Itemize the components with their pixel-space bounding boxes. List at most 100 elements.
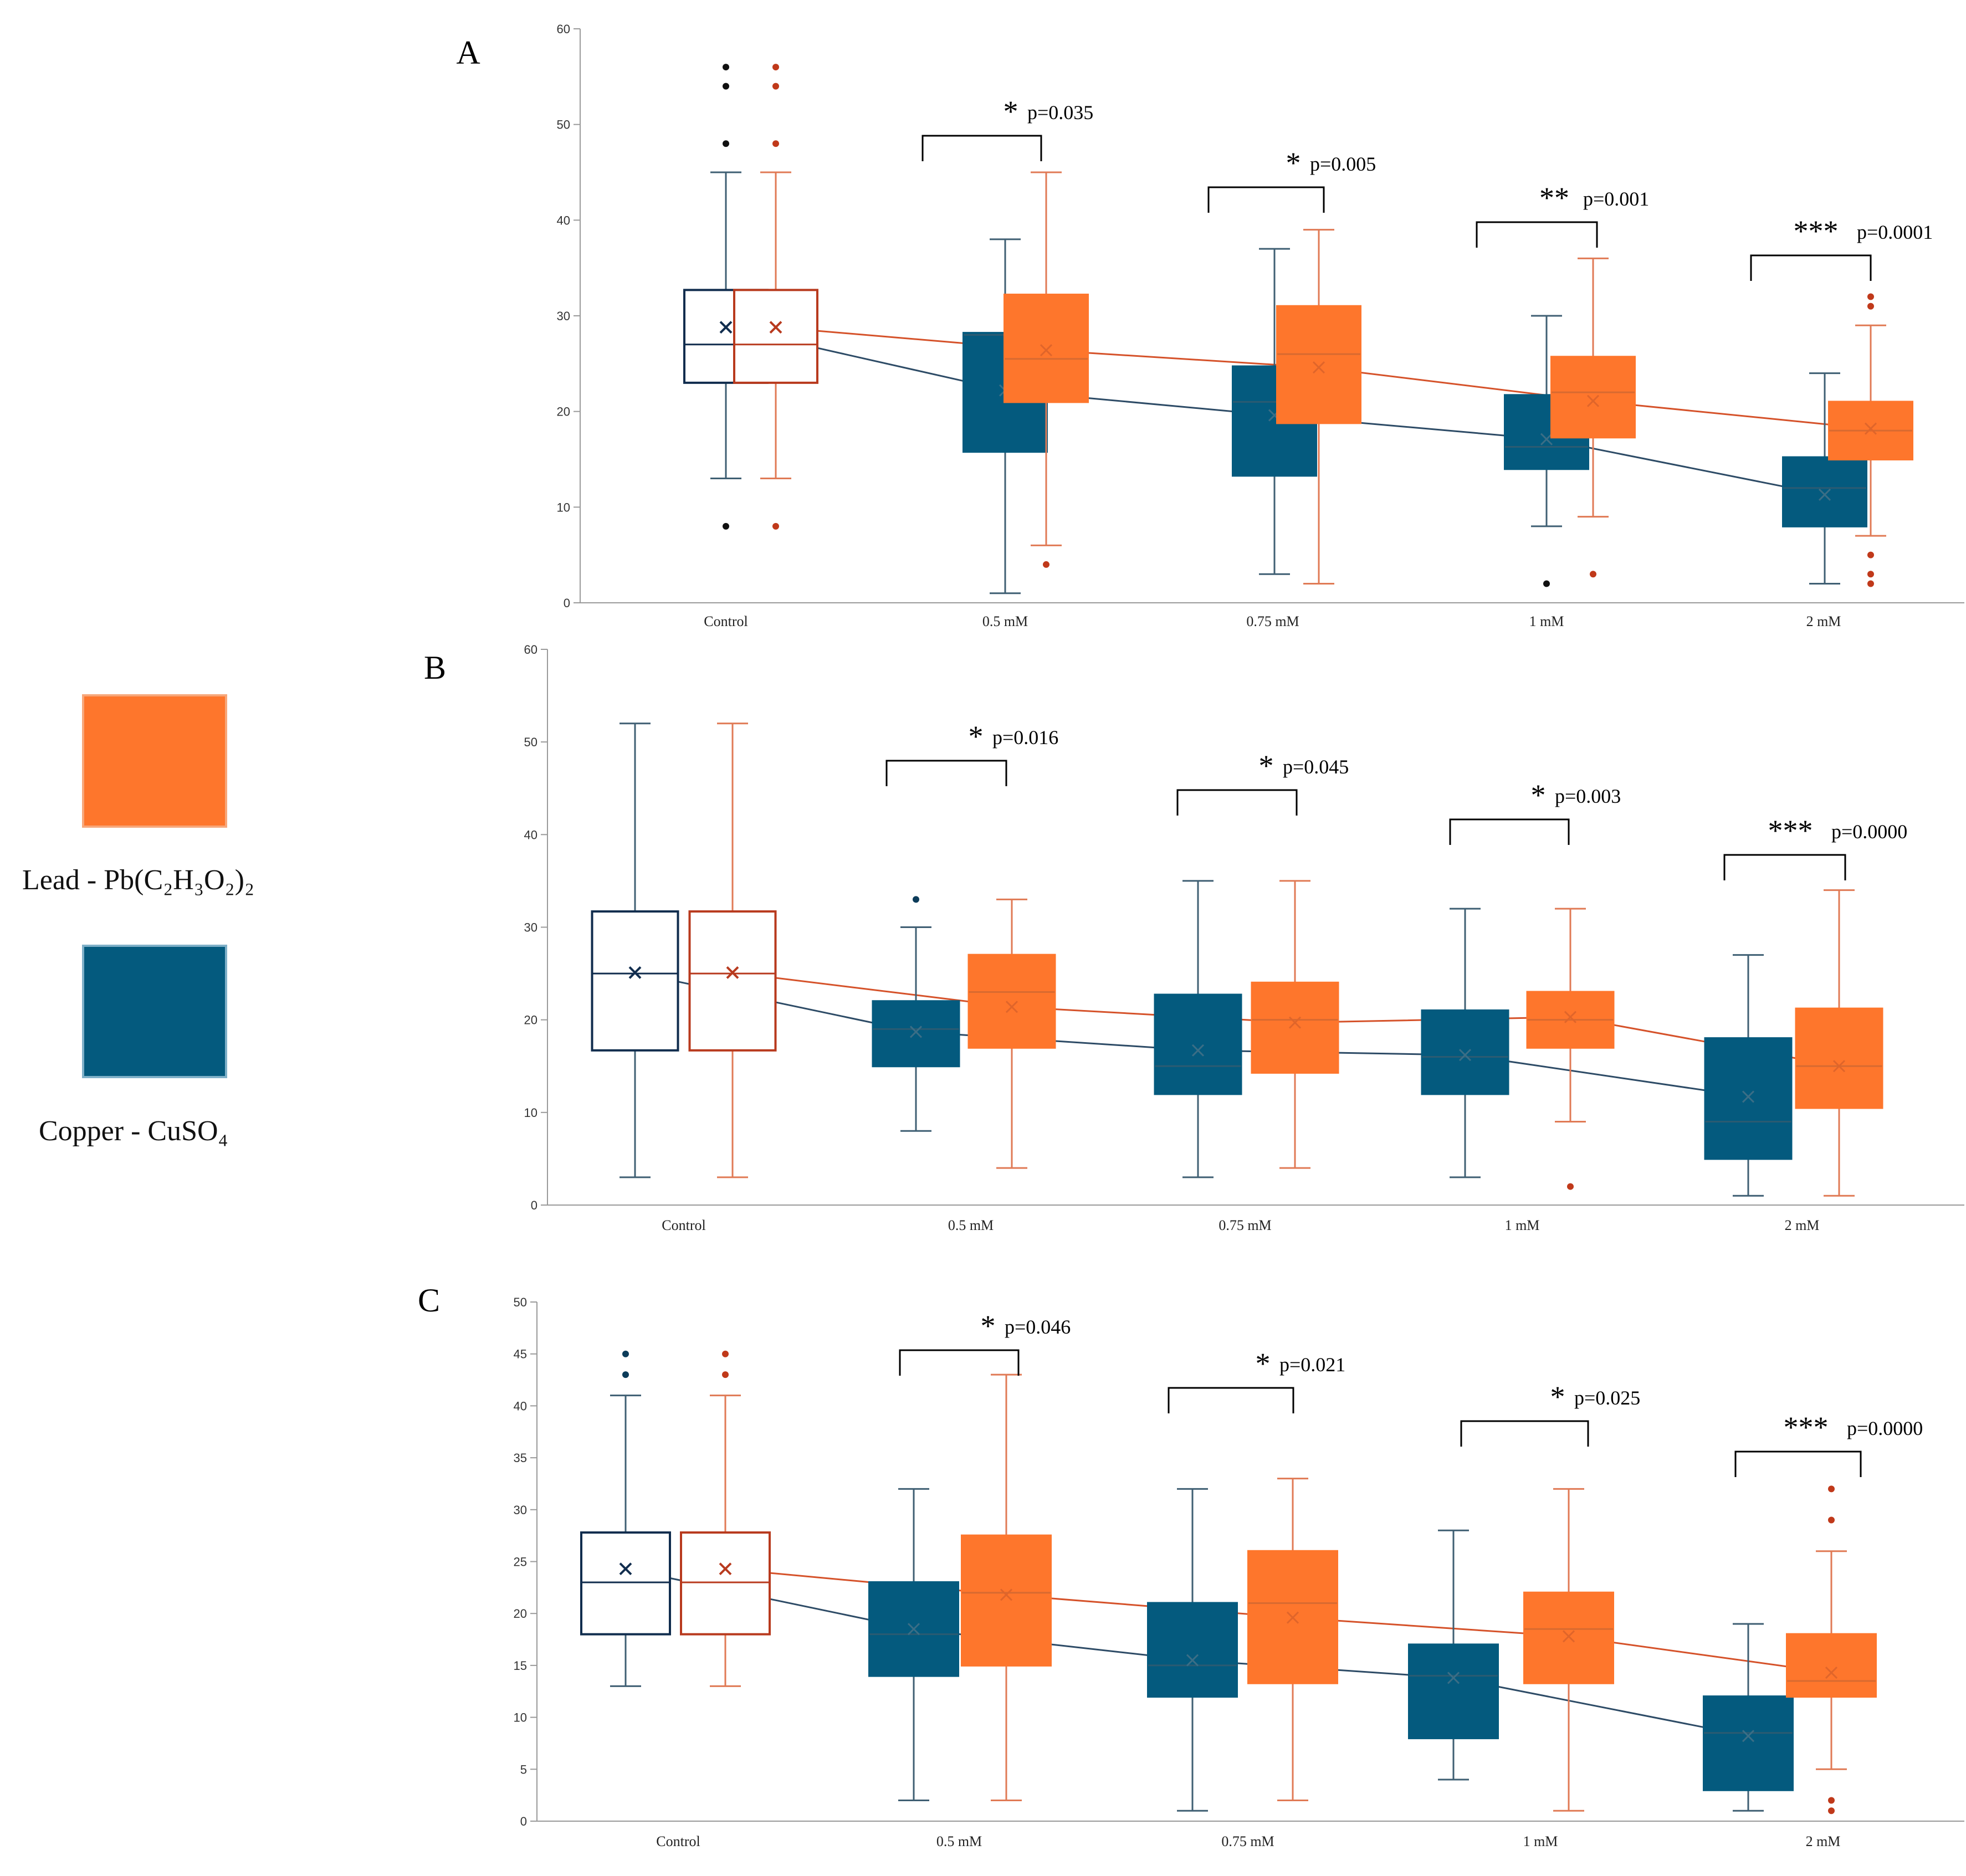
box-lead-0 bbox=[688, 722, 777, 1178]
chart-panel-c: C 0 5 10 15 20 25 30 35 40 45 50 Control 0.5 mM 0.75 m… bbox=[418, 1282, 1964, 1849]
outlier-point bbox=[913, 896, 919, 903]
significance-bracket bbox=[1176, 789, 1298, 816]
outlier-point bbox=[772, 140, 779, 147]
box-iqr bbox=[1782, 456, 1867, 527]
significance-stars: ** bbox=[1539, 181, 1569, 214]
x-tick-label: 1 mM bbox=[1505, 1217, 1540, 1233]
box-iqr bbox=[733, 289, 818, 384]
box-iqr bbox=[1147, 1602, 1238, 1698]
outlier-point bbox=[622, 1350, 629, 1357]
outlier-point bbox=[772, 64, 779, 71]
box-iqr bbox=[1004, 294, 1089, 403]
y-tick-label: 10 bbox=[514, 1711, 527, 1725]
significance-bracket bbox=[1734, 1450, 1862, 1477]
box-iqr bbox=[1523, 1591, 1614, 1684]
chart-panel-b: B 0 10 20 30 40 50 60 Control 0.5 mM 0.75 mM 1 mM 2 … bbox=[424, 643, 1964, 1233]
outlier-point bbox=[1567, 1183, 1574, 1190]
significance-3: ** p=0.001 bbox=[1476, 181, 1649, 248]
box-iqr bbox=[1421, 1009, 1509, 1095]
significance-2: * p=0.021 bbox=[1168, 1347, 1345, 1413]
y-tick-label: 0 bbox=[520, 1815, 527, 1828]
outlier-point bbox=[1828, 1797, 1835, 1804]
mean-marker bbox=[1864, 422, 1877, 435]
mean-marker bbox=[1742, 1730, 1755, 1742]
significance-stars: * bbox=[969, 720, 984, 753]
significance-4: *** p=0.0001 bbox=[1750, 214, 1933, 281]
box-copper-1 bbox=[872, 896, 960, 1132]
box-iqr bbox=[961, 1534, 1052, 1667]
outlier-point bbox=[772, 83, 779, 90]
box-iqr bbox=[967, 954, 1056, 1049]
mean-marker bbox=[909, 1026, 923, 1038]
panel-letter: A bbox=[456, 34, 480, 71]
y-tick-label: 0 bbox=[564, 596, 570, 610]
outlier-point bbox=[772, 522, 779, 530]
outlier-point bbox=[722, 1371, 729, 1378]
box-copper-3 bbox=[1408, 1529, 1499, 1781]
outlier-point bbox=[1043, 561, 1049, 568]
box-iqr bbox=[1795, 1007, 1883, 1109]
y-tick-label: 30 bbox=[557, 309, 570, 323]
outlier-point bbox=[1828, 1807, 1835, 1815]
mean-marker bbox=[719, 321, 733, 334]
p-value-label: p=0.025 bbox=[1574, 1387, 1640, 1409]
p-value-label: p=0.0000 bbox=[1831, 821, 1907, 843]
x-tick-label: 0.5 mM bbox=[948, 1217, 994, 1233]
box-lead-4 bbox=[1795, 889, 1883, 1197]
significance-stars: * bbox=[1286, 146, 1301, 180]
box-iqr bbox=[680, 1531, 771, 1636]
significance-stars: * bbox=[1259, 749, 1274, 782]
significance-stars: * bbox=[1256, 1347, 1271, 1380]
mean-marker bbox=[726, 966, 739, 979]
p-value-label: p=0.005 bbox=[1310, 153, 1376, 175]
outlier-point bbox=[722, 1350, 729, 1357]
x-tick-label: 0.5 mM bbox=[982, 613, 1028, 629]
box-iqr bbox=[1276, 305, 1361, 424]
mean-marker bbox=[1186, 1654, 1199, 1667]
box-iqr bbox=[1251, 981, 1339, 1074]
significance-2: * p=0.045 bbox=[1176, 749, 1349, 816]
outlier-point bbox=[1828, 1516, 1835, 1524]
significance-stars: * bbox=[1004, 95, 1018, 128]
mean-marker bbox=[1832, 1060, 1846, 1073]
outlier-point bbox=[723, 140, 729, 147]
mean-marker bbox=[1000, 1588, 1013, 1601]
box-lead-1 bbox=[1004, 171, 1089, 568]
p-value-label: p=0.021 bbox=[1279, 1354, 1345, 1376]
p-value-label: p=0.045 bbox=[1283, 756, 1349, 778]
y-tick-label: 10 bbox=[524, 1106, 537, 1120]
y-tick-label: 15 bbox=[514, 1659, 527, 1673]
p-value-label: p=0.035 bbox=[1027, 101, 1093, 124]
box-lead-0 bbox=[733, 64, 818, 530]
significance-bracket bbox=[1460, 1420, 1589, 1447]
box-iqr bbox=[1154, 993, 1242, 1095]
significance-4: *** p=0.0000 bbox=[1723, 814, 1907, 880]
mean-marker bbox=[1540, 433, 1553, 445]
outlier-point bbox=[723, 83, 729, 90]
box-lead-4 bbox=[1786, 1485, 1877, 1815]
box-iqr bbox=[872, 1000, 960, 1068]
box-copper-4 bbox=[1704, 954, 1793, 1197]
outlier-point bbox=[622, 1371, 629, 1378]
box-copper-3 bbox=[1421, 908, 1509, 1178]
x-tick-label: 0.75 mM bbox=[1218, 1217, 1271, 1233]
box-lead-3 bbox=[1526, 908, 1615, 1190]
y-tick-label: 60 bbox=[524, 643, 537, 657]
x-tick-label: Control bbox=[704, 613, 748, 629]
significance-stars: * bbox=[1550, 1380, 1565, 1413]
mean-marker bbox=[1040, 344, 1053, 357]
box-lead-2 bbox=[1251, 880, 1339, 1169]
mean-marker bbox=[628, 966, 642, 979]
y-tick-label: 5 bbox=[520, 1762, 527, 1776]
significance-bracket bbox=[1750, 254, 1872, 281]
y-tick-label: 50 bbox=[557, 118, 570, 132]
significance-3: * p=0.003 bbox=[1449, 778, 1621, 845]
box-iqr bbox=[688, 910, 777, 1052]
box-iqr bbox=[1703, 1695, 1794, 1791]
legend-lead-swatch bbox=[82, 694, 227, 828]
y-tick-label: 10 bbox=[557, 500, 570, 514]
p-value-label: p=0.001 bbox=[1583, 188, 1649, 210]
significance-1: * p=0.016 bbox=[885, 720, 1058, 786]
mean-marker bbox=[1288, 1016, 1302, 1029]
mean-marker bbox=[1447, 1672, 1460, 1684]
